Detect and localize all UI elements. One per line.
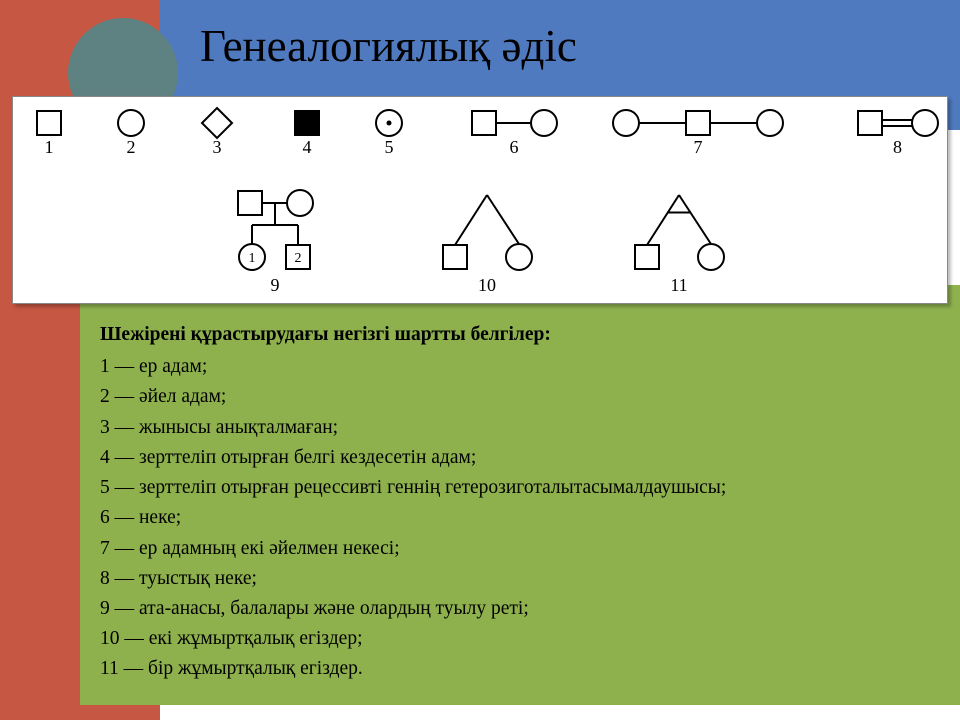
- svg-text:4: 4: [303, 137, 312, 157]
- svg-text:10: 10: [478, 275, 496, 295]
- legend-heading: Шежірені құрастырудағы негізгі шартты бе…: [100, 320, 932, 350]
- svg-text:7: 7: [694, 137, 703, 157]
- legend-block: Шежірені құрастырудағы негізгі шартты бе…: [100, 320, 932, 685]
- legend-item: 5 — зерттеліп отырған рецессивті геннің …: [100, 473, 932, 503]
- svg-text:1: 1: [45, 137, 54, 157]
- legend-item: 3 — жынысы анықталмаған;: [100, 413, 932, 443]
- legend-item: 8 — туыстық неке;: [100, 564, 932, 594]
- svg-text:8: 8: [893, 137, 902, 157]
- svg-text:3: 3: [213, 137, 222, 157]
- svg-text:5: 5: [385, 137, 394, 157]
- svg-text:2: 2: [295, 251, 302, 266]
- legend-item: 7 — ер адамның екі әйелмен некесі;: [100, 534, 932, 564]
- svg-text:6: 6: [510, 137, 519, 157]
- svg-text:9: 9: [271, 275, 280, 295]
- svg-text:2: 2: [127, 137, 136, 157]
- svg-text:1: 1: [249, 251, 256, 266]
- page-title: Генеалогиялық әдіс: [200, 20, 577, 72]
- legend-item: 11 — бір жұмыртқалық егіздер.: [100, 654, 932, 684]
- pedigree-symbols-panel: 123456781291011: [12, 96, 948, 304]
- pedigree-symbols-svg: 123456781291011: [13, 97, 949, 305]
- legend-item: 6 — неке;: [100, 503, 932, 533]
- svg-text:11: 11: [670, 275, 687, 295]
- legend-item: 9 — ата-анасы, балалары және олардың туы…: [100, 594, 932, 624]
- legend-item: 10 — екі жұмыртқалық егіздер;: [100, 624, 932, 654]
- legend-item: 4 — зерттеліп отырған белгі кездесетін а…: [100, 443, 932, 473]
- legend-item: 1 — ер адам;: [100, 352, 932, 382]
- legend-item: 2 — әйел адам;: [100, 382, 932, 412]
